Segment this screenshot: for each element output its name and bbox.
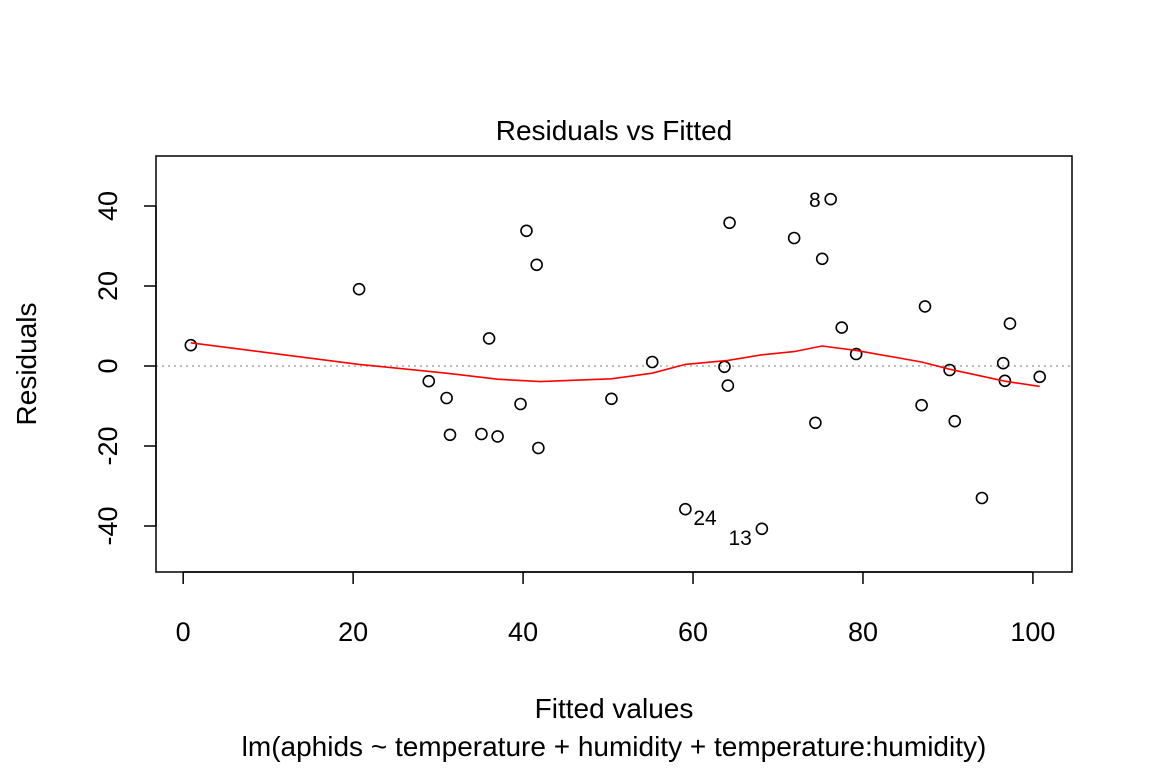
residual-point: [422, 374, 436, 388]
residual-point: [605, 392, 618, 406]
residual-point: [809, 416, 822, 430]
residual-point: [645, 355, 659, 369]
residual-point: [835, 321, 849, 334]
chart-title: Residuals vs Fitted: [496, 115, 733, 146]
lowess-smoother-line: [190, 342, 1040, 388]
y-tick-label: 20: [93, 271, 123, 301]
residual-point: [482, 332, 496, 345]
residual-point: [530, 258, 543, 272]
residual-point: [475, 427, 488, 441]
residual-point: [1033, 370, 1047, 384]
residual-point: [491, 430, 504, 443]
y-tick-label: 0: [93, 358, 123, 373]
residual-point: [443, 428, 457, 442]
residual-point: [849, 347, 863, 361]
residual-point: [915, 398, 928, 412]
x-tick-label: 20: [338, 617, 368, 647]
residual-point: [755, 522, 769, 536]
point-label: 24: [693, 507, 717, 530]
residual-point: [352, 282, 366, 296]
residual-point: [815, 252, 829, 266]
axes-layer: 0 20 40 60 80 100 -40 -20 0 20 40: [93, 191, 1055, 647]
y-tick-label: -40: [93, 506, 123, 545]
residual-point: [918, 300, 932, 313]
plot-frame: [155, 155, 1073, 573]
residual-point: [721, 379, 735, 392]
residual-point: [532, 441, 545, 455]
residual-point: [787, 231, 801, 245]
chart-subtitle: lm(aphids ~ temperature + humidity + tem…: [242, 731, 987, 762]
residual-point: [723, 216, 736, 230]
y-axis-label: Residuals: [11, 303, 42, 426]
residual-point: [948, 414, 962, 428]
residual-point: [975, 491, 989, 505]
y-tick-label: -20: [93, 426, 123, 465]
point-label: 13: [728, 527, 751, 550]
residual-point: [679, 502, 692, 516]
residual-point: [184, 338, 198, 352]
x-tick-label: 100: [1010, 617, 1055, 647]
residual-point: [440, 391, 453, 405]
x-axis-label: Fitted values: [535, 693, 694, 724]
data-layer: 24 13 8: [156, 189, 1072, 550]
residual-point: [996, 356, 1010, 370]
x-tick-label: 60: [678, 617, 708, 647]
x-tick-label: 0: [176, 617, 191, 647]
x-tick-label: 40: [508, 617, 538, 647]
residual-point: [520, 224, 533, 238]
point-label: 8: [809, 189, 821, 212]
residual-point: [514, 397, 527, 411]
residual-point: [1003, 317, 1017, 330]
residual-point: [824, 192, 837, 206]
x-tick-label: 80: [848, 617, 878, 647]
y-tick-label: 40: [93, 191, 123, 221]
